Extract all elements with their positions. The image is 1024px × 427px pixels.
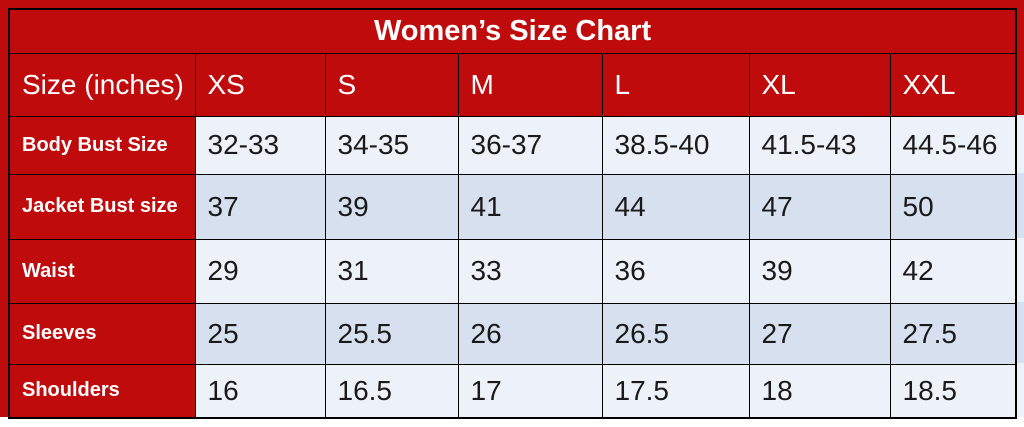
cell-jacket-bust-m: 41 xyxy=(457,173,603,240)
background-bleed-top xyxy=(0,0,1024,8)
cell-jacket-bust-xxl: 50 xyxy=(889,173,1017,240)
column-header-m: M xyxy=(457,52,603,117)
cell-waist-s: 31 xyxy=(324,238,459,304)
table-row-body-bust-size: Body Bust Size 32-33 34-35 36-37 38.5-40… xyxy=(8,115,1017,175)
cell-shoulders-xs: 16 xyxy=(194,363,326,419)
cell-waist-xl: 39 xyxy=(748,238,891,304)
cell-shoulders-xxl: 18.5 xyxy=(889,363,1017,419)
header-row: Size (inches) XS S M L XL XXL xyxy=(8,52,1017,117)
row-label-jacket-bust-size: Jacket Bust size xyxy=(8,173,196,240)
cell-sleeves-l: 26.5 xyxy=(601,302,750,365)
cell-waist-xs: 29 xyxy=(194,238,326,304)
table-row-sleeves: Sleeves 25 25.5 26 26.5 27 27.5 xyxy=(8,302,1017,365)
cell-body-bust-xxl: 44.5-46 xyxy=(889,115,1017,175)
row-label-waist: Waist xyxy=(8,238,196,304)
column-header-l: L xyxy=(601,52,750,117)
cell-shoulders-m: 17 xyxy=(457,363,603,419)
cell-body-bust-xs: 32-33 xyxy=(194,115,326,175)
column-header-xxl: XXL xyxy=(889,52,1017,117)
cell-jacket-bust-xs: 37 xyxy=(194,173,326,240)
cell-sleeves-xxl: 27.5 xyxy=(889,302,1017,365)
column-header-xl: XL xyxy=(748,52,891,117)
cell-jacket-bust-l: 44 xyxy=(601,173,750,240)
cell-waist-m: 33 xyxy=(457,238,603,304)
title-row: Women’s Size Chart xyxy=(8,8,1017,54)
cell-shoulders-s: 16.5 xyxy=(324,363,459,419)
cell-body-bust-xl: 41.5-43 xyxy=(748,115,891,175)
table-row-shoulders: Shoulders 16 16.5 17 17.5 18 18.5 xyxy=(8,363,1017,419)
table-row-jacket-bust-size: Jacket Bust size 37 39 41 44 47 50 xyxy=(8,173,1017,240)
cell-body-bust-m: 36-37 xyxy=(457,115,603,175)
background-bleed-right xyxy=(1016,0,1024,417)
column-header-xs: XS xyxy=(194,52,326,117)
cell-jacket-bust-xl: 47 xyxy=(748,173,891,240)
page-title: Women’s Size Chart xyxy=(8,8,1017,54)
cell-waist-xxl: 42 xyxy=(889,238,1017,304)
row-label-sleeves: Sleeves xyxy=(8,302,196,365)
cell-body-bust-l: 38.5-40 xyxy=(601,115,750,175)
cell-sleeves-xs: 25 xyxy=(194,302,326,365)
row-label-shoulders: Shoulders xyxy=(8,363,196,419)
row-label-body-bust-size: Body Bust Size xyxy=(8,115,196,175)
cell-sleeves-s: 25.5 xyxy=(324,302,459,365)
table-row-waist: Waist 29 31 33 36 39 42 xyxy=(8,238,1017,304)
cell-body-bust-s: 34-35 xyxy=(324,115,459,175)
cell-sleeves-xl: 27 xyxy=(748,302,891,365)
background-bleed-left xyxy=(0,0,8,417)
cell-sleeves-m: 26 xyxy=(457,302,603,365)
cell-waist-l: 36 xyxy=(601,238,750,304)
cell-shoulders-xl: 18 xyxy=(748,363,891,419)
cell-jacket-bust-s: 39 xyxy=(324,173,459,240)
column-header-s: S xyxy=(324,52,459,117)
womens-size-chart-table: Women’s Size Chart Size (inches) XS S M … xyxy=(8,8,1018,419)
corner-header-size-inches: Size (inches) xyxy=(8,52,196,117)
cell-shoulders-l: 17.5 xyxy=(601,363,750,419)
